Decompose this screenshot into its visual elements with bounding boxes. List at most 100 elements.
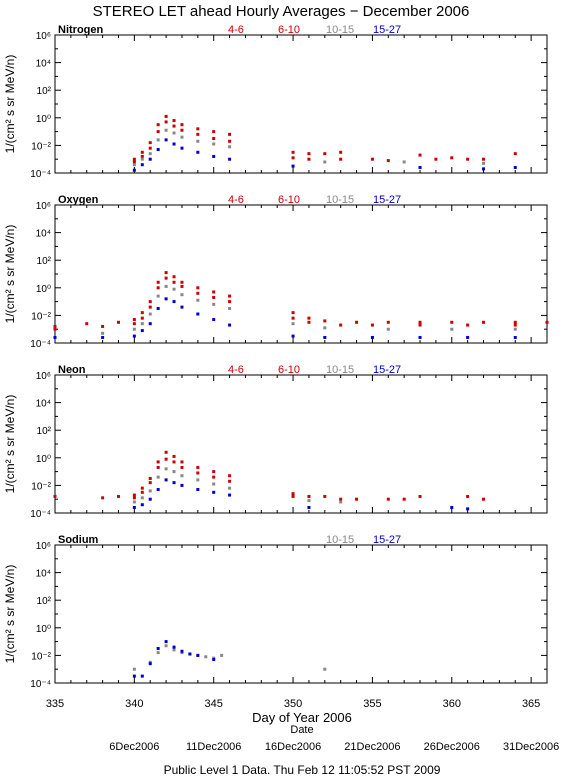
data-point <box>370 323 374 327</box>
data-point <box>482 157 486 161</box>
data-point <box>156 465 160 469</box>
data-point <box>180 135 184 139</box>
y-tick-label: 10⁻⁴ <box>30 169 51 180</box>
data-point <box>180 465 184 469</box>
data-point <box>450 156 454 160</box>
data-point <box>291 316 295 320</box>
data-point <box>450 327 454 331</box>
data-point <box>156 286 160 290</box>
data-point <box>164 457 168 461</box>
data-point <box>323 152 327 156</box>
legend-4-6: 4-6 <box>228 24 244 36</box>
data-point <box>148 489 152 493</box>
data-point <box>339 500 343 504</box>
data-point <box>212 490 216 494</box>
data-point <box>212 482 216 486</box>
date-label: Date <box>290 724 313 736</box>
data-point <box>164 128 168 132</box>
x-tick-label: 335 <box>46 698 64 710</box>
data-point <box>196 286 200 290</box>
date-tick-label: 6Dec2006 <box>109 741 159 753</box>
y-tick-label: 10⁰ <box>36 454 51 465</box>
data-point <box>196 653 200 657</box>
data-point <box>172 287 176 291</box>
date-tick-label: 16Dec2006 <box>265 741 321 753</box>
data-point <box>180 280 184 284</box>
data-point <box>140 490 144 494</box>
data-point <box>132 168 136 172</box>
data-point <box>323 319 327 323</box>
data-point <box>140 486 144 490</box>
data-point <box>164 138 168 142</box>
data-point <box>164 120 168 124</box>
legend-10-15: 10-15 <box>326 194 354 206</box>
legend-6-10: 6-10 <box>278 24 300 36</box>
chart-title: STEREO LET ahead Hourly Averages − Decem… <box>93 3 470 20</box>
legend-10-15: 10-15 <box>326 24 354 36</box>
y-tick-label: 10⁴ <box>36 59 51 70</box>
data-point <box>180 293 184 297</box>
data-point <box>402 497 406 501</box>
data-point <box>228 294 232 298</box>
data-point <box>164 640 168 644</box>
data-point <box>172 119 176 123</box>
data-point <box>323 326 327 330</box>
data-point <box>212 130 216 134</box>
x-tick-label: 345 <box>205 698 223 710</box>
data-point <box>482 320 486 324</box>
data-point <box>132 500 136 504</box>
y-tick-label: 10² <box>37 86 52 97</box>
data-point <box>101 331 105 335</box>
data-point <box>156 307 160 310</box>
data-point <box>172 460 176 464</box>
panel-title: Nitrogen <box>58 24 104 36</box>
data-point <box>291 492 295 496</box>
x-tick-label: 340 <box>125 698 143 710</box>
data-point <box>466 335 470 339</box>
data-point <box>172 142 176 146</box>
legend-4-6: 4-6 <box>228 364 244 376</box>
data-point <box>180 305 184 309</box>
data-point <box>513 335 517 339</box>
data-point <box>132 667 136 671</box>
data-point <box>307 499 311 503</box>
data-point <box>148 481 152 485</box>
data-point <box>418 320 422 324</box>
legend-15-27: 15-27 <box>373 24 401 36</box>
y-tick-label: 10⁰ <box>36 624 51 635</box>
data-point <box>140 329 144 333</box>
data-point <box>355 497 359 501</box>
data-point <box>148 312 152 316</box>
data-point <box>140 674 144 678</box>
data-point <box>307 494 311 498</box>
y-tick-label: 10⁶ <box>36 541 51 552</box>
y-tick-label: 10⁰ <box>36 114 51 125</box>
legend-6-10: 6-10 <box>278 364 300 376</box>
panel-title: Sodium <box>58 534 99 546</box>
data-point <box>513 165 517 169</box>
data-point <box>140 503 144 507</box>
date-tick-label: 26Dec2006 <box>424 741 480 753</box>
data-point <box>132 157 136 161</box>
data-point <box>188 652 192 656</box>
data-point <box>140 157 144 161</box>
y-tick-label: 10⁻² <box>31 141 51 152</box>
data-point <box>513 327 517 331</box>
y-axis-label: 1/(cm² s sr MeV/n) <box>3 565 17 664</box>
data-point <box>156 123 160 127</box>
data-point <box>156 148 160 152</box>
date-tick-labels: 6Dec2006 11Dec2006 16Dec2006 21Dec2006 26Dec… <box>109 741 559 753</box>
data-point <box>164 478 168 482</box>
data-point <box>156 280 160 284</box>
data-point <box>513 320 517 324</box>
data-point <box>466 507 470 511</box>
data-point <box>291 156 295 160</box>
data-point <box>482 167 486 171</box>
data-point <box>132 327 136 331</box>
data-point <box>212 470 216 474</box>
legend-15-27: 15-27 <box>373 194 401 206</box>
data-point <box>156 475 160 479</box>
data-point <box>228 139 232 143</box>
data-point <box>140 150 144 154</box>
y-tick-label: 10⁻² <box>31 481 51 492</box>
